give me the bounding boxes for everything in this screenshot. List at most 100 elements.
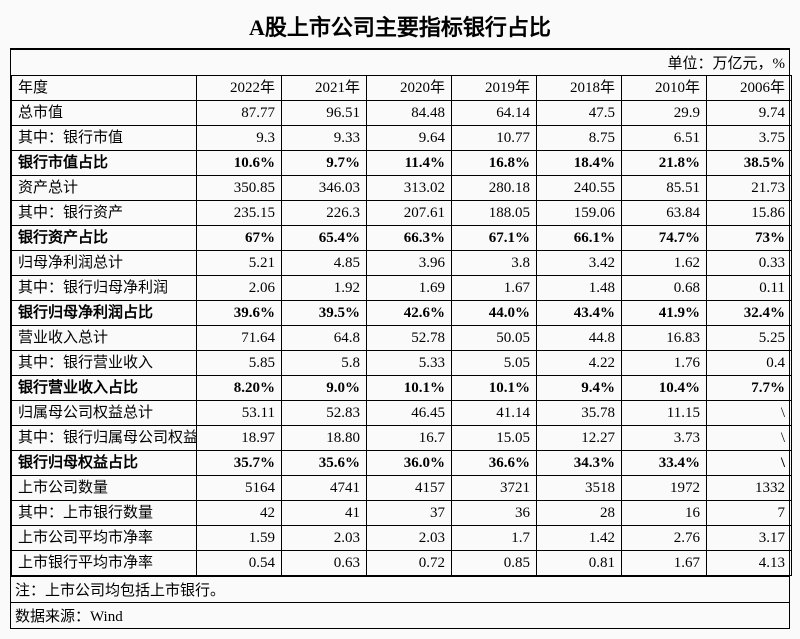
cell-value: 1.62 — [622, 251, 707, 276]
cell-value: 1.59 — [197, 526, 282, 551]
table-row: 银行市值占比10.6%9.7%11.4%16.8%18.4%21.8%38.5% — [12, 151, 792, 176]
cell-value: 8.20% — [197, 376, 282, 401]
header-label: 年度 — [12, 76, 197, 101]
cell-value: 9.7% — [282, 151, 367, 176]
cell-value: 240.55 — [537, 176, 622, 201]
row-label: 银行资产占比 — [12, 226, 197, 251]
cell-value: 38.5% — [707, 151, 792, 176]
cell-value: 0.4 — [707, 351, 792, 376]
cell-value: 16.83 — [622, 326, 707, 351]
cell-value: 9.3 — [197, 126, 282, 151]
cell-value: 35.6% — [282, 451, 367, 476]
cell-value: 5.21 — [197, 251, 282, 276]
cell-value: 53.11 — [197, 401, 282, 426]
cell-value: 1.67 — [452, 276, 537, 301]
cell-value: 37 — [367, 501, 452, 526]
cell-value: 3.75 — [707, 126, 792, 151]
cell-value: 11.15 — [622, 401, 707, 426]
sheet: A股上市公司主要指标银行占比 单位：万亿元，% 年度 2022年 2021年 2… — [0, 0, 800, 639]
cell-value: 0.72 — [367, 551, 452, 576]
table-row: 银行资产占比67%65.4%66.3%67.1%66.1%74.7%73% — [12, 226, 792, 251]
header-row: 年度 2022年 2021年 2020年 2019年 2018年 2010年 2… — [12, 76, 792, 101]
row-label: 银行市值占比 — [12, 151, 197, 176]
cell-value: 4.85 — [282, 251, 367, 276]
row-label: 银行归母净利润占比 — [12, 301, 197, 326]
cell-value: 21.8% — [622, 151, 707, 176]
cell-value: 1.42 — [537, 526, 622, 551]
table-row: 归属母公司权益总计53.1152.8346.4541.1435.7811.15\ — [12, 401, 792, 426]
row-label: 资产总计 — [12, 176, 197, 201]
cell-value: 0.63 — [282, 551, 367, 576]
cell-value: 5.85 — [197, 351, 282, 376]
cell-value: 1.69 — [367, 276, 452, 301]
cell-value: 84.48 — [367, 101, 452, 126]
cell-value: 52.78 — [367, 326, 452, 351]
cell-value: 46.45 — [367, 401, 452, 426]
footnote: 注：上市公司均包括上市银行。 — [11, 576, 789, 602]
cell-value: 16 — [622, 501, 707, 526]
table-row: 上市银行平均市净率0.540.630.720.850.811.674.13 — [12, 551, 792, 576]
data-table: 年度 2022年 2021年 2020年 2019年 2018年 2010年 2… — [11, 75, 792, 576]
cell-value: 10.1% — [367, 376, 452, 401]
cell-value: 44.8 — [537, 326, 622, 351]
cell-value: 41 — [282, 501, 367, 526]
cell-value: 1.67 — [622, 551, 707, 576]
table-row: 其中：银行归母净利润2.061.921.691.671.480.680.11 — [12, 276, 792, 301]
cell-value: 64.8 — [282, 326, 367, 351]
cell-value: 5.8 — [282, 351, 367, 376]
cell-value: 50.05 — [452, 326, 537, 351]
cell-value: 32.4% — [707, 301, 792, 326]
cell-value: 73% — [707, 226, 792, 251]
cell-value: 15.86 — [707, 201, 792, 226]
cell-value: 3.42 — [537, 251, 622, 276]
table-row: 其中：银行归属母公司权益18.9718.8016.715.0512.273.73… — [12, 426, 792, 451]
cell-value: 33.4% — [622, 451, 707, 476]
footnote: 数据来源：Wind — [11, 602, 789, 628]
header-year: 2022年 — [197, 76, 282, 101]
cell-value: 16.7 — [367, 426, 452, 451]
cell-value: 64.14 — [452, 101, 537, 126]
cell-value: 41.14 — [452, 401, 537, 426]
cell-value: 0.85 — [452, 551, 537, 576]
table-row: 资产总计350.85346.03313.02280.18240.5585.512… — [12, 176, 792, 201]
cell-value: 4741 — [282, 476, 367, 501]
row-label: 其中：银行归母净利润 — [12, 276, 197, 301]
table-row: 其中：银行市值9.39.339.6410.778.756.513.75 — [12, 126, 792, 151]
cell-value: 18.97 — [197, 426, 282, 451]
cell-value: 226.3 — [282, 201, 367, 226]
cell-value: 7 — [707, 501, 792, 526]
row-label: 归属母公司权益总计 — [12, 401, 197, 426]
header-year: 2021年 — [282, 76, 367, 101]
cell-value: 1.7 — [452, 526, 537, 551]
row-label: 其中：银行营业收入 — [12, 351, 197, 376]
cell-value: 71.64 — [197, 326, 282, 351]
cell-value: 5.05 — [452, 351, 537, 376]
cell-value: 18.80 — [282, 426, 367, 451]
cell-value: 34.3% — [537, 451, 622, 476]
cell-value: 3.8 — [452, 251, 537, 276]
cell-value: 35.78 — [537, 401, 622, 426]
cell-value: 9.0% — [282, 376, 367, 401]
cell-value: 3721 — [452, 476, 537, 501]
cell-value: 44.0% — [452, 301, 537, 326]
cell-value: 11.4% — [367, 151, 452, 176]
row-label: 上市公司平均市净率 — [12, 526, 197, 551]
cell-value: 63.84 — [622, 201, 707, 226]
cell-value: 36 — [452, 501, 537, 526]
cell-value: 3.17 — [707, 526, 792, 551]
header-year: 2006年 — [707, 76, 792, 101]
table-row: 上市公司数量5164474141573721351819721332 — [12, 476, 792, 501]
table-row: 银行营业收入占比8.20%9.0%10.1%10.1%9.4%10.4%7.7% — [12, 376, 792, 401]
cell-value: 42.6% — [367, 301, 452, 326]
table-row: 总市值87.7796.5184.4864.1447.529.99.74 — [12, 101, 792, 126]
table-row: 上市公司平均市净率1.592.032.031.71.422.763.17 — [12, 526, 792, 551]
cell-value: 207.61 — [367, 201, 452, 226]
cell-value: 2.06 — [197, 276, 282, 301]
cell-value: 66.3% — [367, 226, 452, 251]
row-label: 其中：银行归属母公司权益 — [12, 426, 197, 451]
cell-value: 7.7% — [707, 376, 792, 401]
cell-value: 346.03 — [282, 176, 367, 201]
cell-value: \ — [707, 401, 792, 426]
cell-value: 10.1% — [452, 376, 537, 401]
cell-value: 3.73 — [622, 426, 707, 451]
